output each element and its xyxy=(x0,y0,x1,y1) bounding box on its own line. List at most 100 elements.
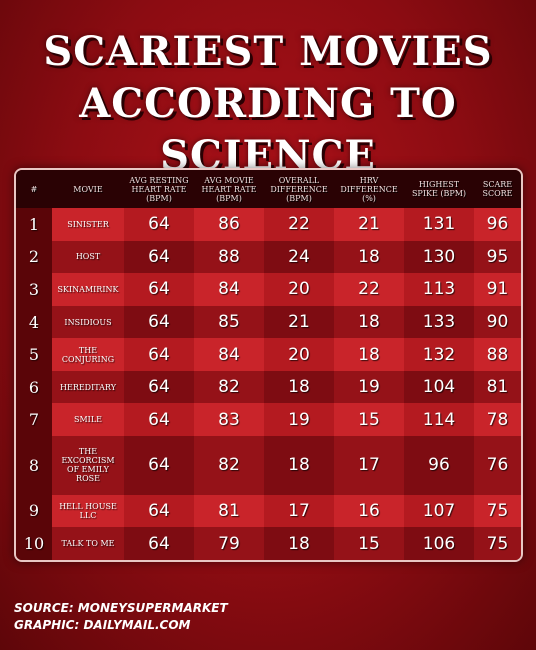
cell-rank: 1 xyxy=(16,208,52,241)
cell-rank: 9 xyxy=(16,494,52,528)
header-hrv-difference: HRV DIFFERENCE (%) xyxy=(334,170,404,208)
cell-hrv-difference: 15 xyxy=(334,403,404,437)
cell-rank: 8 xyxy=(16,436,52,495)
cell-overall-difference: 20 xyxy=(264,338,334,371)
table-row: 1 SINISTER 64 86 22 21 131 96 xyxy=(16,208,521,241)
header-highest-spike: HIGHEST SPIKE (BPM) xyxy=(404,170,474,208)
cell-rank: 4 xyxy=(16,305,52,339)
cell-overall-difference: 18 xyxy=(264,527,334,560)
cell-scare-score: 95 xyxy=(474,240,521,274)
cell-avg-resting: 64 xyxy=(124,273,194,306)
cell-hrv-difference: 15 xyxy=(334,527,404,560)
cell-hrv-difference: 16 xyxy=(334,494,404,528)
cell-avg-resting: 64 xyxy=(124,208,194,241)
cell-scare-score: 91 xyxy=(474,273,521,306)
cell-avg-movie: 82 xyxy=(194,370,264,404)
cell-avg-movie: 83 xyxy=(194,403,264,437)
cell-avg-movie: 84 xyxy=(194,273,264,306)
cell-highest-spike: 104 xyxy=(404,370,474,404)
cell-avg-resting: 64 xyxy=(124,527,194,560)
scare-table-container: # MOVIE AVG RESTING HEART RATE (BPM) AVG… xyxy=(14,168,523,562)
table-row: 8 THE EXCORCISM OF EMILY ROSE 64 82 18 1… xyxy=(16,436,521,495)
cell-highest-spike: 130 xyxy=(404,240,474,274)
header-movie: MOVIE xyxy=(52,170,124,208)
cell-movie: SINISTER xyxy=(52,208,124,241)
cell-highest-spike: 107 xyxy=(404,494,474,528)
cell-highest-spike: 133 xyxy=(404,305,474,339)
cell-highest-spike: 96 xyxy=(404,436,474,495)
cell-highest-spike: 106 xyxy=(404,527,474,560)
cell-movie: HOST xyxy=(52,240,124,274)
cell-avg-resting: 64 xyxy=(124,403,194,437)
cell-avg-movie: 82 xyxy=(194,436,264,495)
cell-movie: HELL HOUSE LLC xyxy=(52,494,124,528)
table-row: 6 HEREDITARY 64 82 18 19 104 81 xyxy=(16,370,521,404)
cell-rank: 6 xyxy=(16,370,52,404)
cell-highest-spike: 114 xyxy=(404,403,474,437)
cell-scare-score: 81 xyxy=(474,370,521,404)
cell-scare-score: 88 xyxy=(474,338,521,371)
cell-highest-spike: 132 xyxy=(404,338,474,371)
table-row: 7 SMILE 64 83 19 15 114 78 xyxy=(16,403,521,437)
cell-movie: THE CONJURING xyxy=(52,338,124,371)
cell-hrv-difference: 21 xyxy=(334,208,404,241)
footer-credits: SOURCE: MONEYSUPERMARKET GRAPHIC: DAILYM… xyxy=(14,600,228,634)
cell-highest-spike: 113 xyxy=(404,273,474,306)
cell-movie: HEREDITARY xyxy=(52,370,124,404)
header-row: # MOVIE AVG RESTING HEART RATE (BPM) AVG… xyxy=(16,170,521,208)
cell-avg-movie: 88 xyxy=(194,240,264,274)
header-rank: # xyxy=(16,170,52,208)
cell-avg-movie: 79 xyxy=(194,527,264,560)
cell-scare-score: 90 xyxy=(474,305,521,339)
cell-rank: 7 xyxy=(16,403,52,437)
table-row: 3 SKINAMIRINK 64 84 20 22 113 91 xyxy=(16,273,521,306)
cell-movie: SMILE xyxy=(52,403,124,437)
cell-rank: 3 xyxy=(16,273,52,306)
header-avg-resting: AVG RESTING HEART RATE (BPM) xyxy=(124,170,194,208)
cell-overall-difference: 18 xyxy=(264,436,334,495)
cell-overall-difference: 21 xyxy=(264,305,334,339)
header-avg-movie: AVG MOVIE HEART RATE (BPM) xyxy=(194,170,264,208)
table-row: 9 HELL HOUSE LLC 64 81 17 16 107 75 xyxy=(16,494,521,528)
cell-movie: THE EXCORCISM OF EMILY ROSE xyxy=(52,436,124,495)
cell-avg-movie: 81 xyxy=(194,494,264,528)
cell-avg-resting: 64 xyxy=(124,494,194,528)
cell-hrv-difference: 19 xyxy=(334,370,404,404)
cell-hrv-difference: 18 xyxy=(334,305,404,339)
cell-rank: 2 xyxy=(16,240,52,274)
table-header: # MOVIE AVG RESTING HEART RATE (BPM) AVG… xyxy=(16,170,521,208)
cell-rank: 5 xyxy=(16,338,52,371)
cell-avg-movie: 85 xyxy=(194,305,264,339)
cell-scare-score: 75 xyxy=(474,494,521,528)
table-body: 1 SINISTER 64 86 22 21 131 96 2 HOST 64 … xyxy=(16,208,521,560)
cell-hrv-difference: 18 xyxy=(334,338,404,371)
cell-scare-score: 75 xyxy=(474,527,521,560)
cell-avg-movie: 84 xyxy=(194,338,264,371)
cell-overall-difference: 18 xyxy=(264,370,334,404)
table-row: 5 THE CONJURING 64 84 20 18 132 88 xyxy=(16,338,521,371)
cell-rank: 10 xyxy=(16,527,52,560)
cell-hrv-difference: 22 xyxy=(334,273,404,306)
cell-hrv-difference: 18 xyxy=(334,240,404,274)
cell-scare-score: 76 xyxy=(474,436,521,495)
cell-overall-difference: 19 xyxy=(264,403,334,437)
cell-avg-resting: 64 xyxy=(124,305,194,339)
cell-overall-difference: 22 xyxy=(264,208,334,241)
cell-avg-resting: 64 xyxy=(124,338,194,371)
title-line-1: SCARIEST MOVIES xyxy=(43,28,493,75)
cell-highest-spike: 131 xyxy=(404,208,474,241)
header-overall-difference: OVERALL DIFFERENCE (BPM) xyxy=(264,170,334,208)
scare-table: # MOVIE AVG RESTING HEART RATE (BPM) AVG… xyxy=(16,170,521,560)
cell-avg-resting: 64 xyxy=(124,240,194,274)
cell-movie: SKINAMIRINK xyxy=(52,273,124,306)
cell-avg-resting: 64 xyxy=(124,370,194,404)
cell-scare-score: 96 xyxy=(474,208,521,241)
title-line-2: ACCORDING TO SCIENCE xyxy=(79,80,457,179)
cell-overall-difference: 17 xyxy=(264,494,334,528)
page-title: SCARIEST MOVIES ACCORDING TO SCIENCE xyxy=(0,26,536,182)
header-scare-score: SCARE SCORE xyxy=(474,170,521,208)
cell-movie: INSIDIOUS xyxy=(52,305,124,339)
cell-avg-movie: 86 xyxy=(194,208,264,241)
cell-overall-difference: 20 xyxy=(264,273,334,306)
cell-movie: TALK TO ME xyxy=(52,527,124,560)
